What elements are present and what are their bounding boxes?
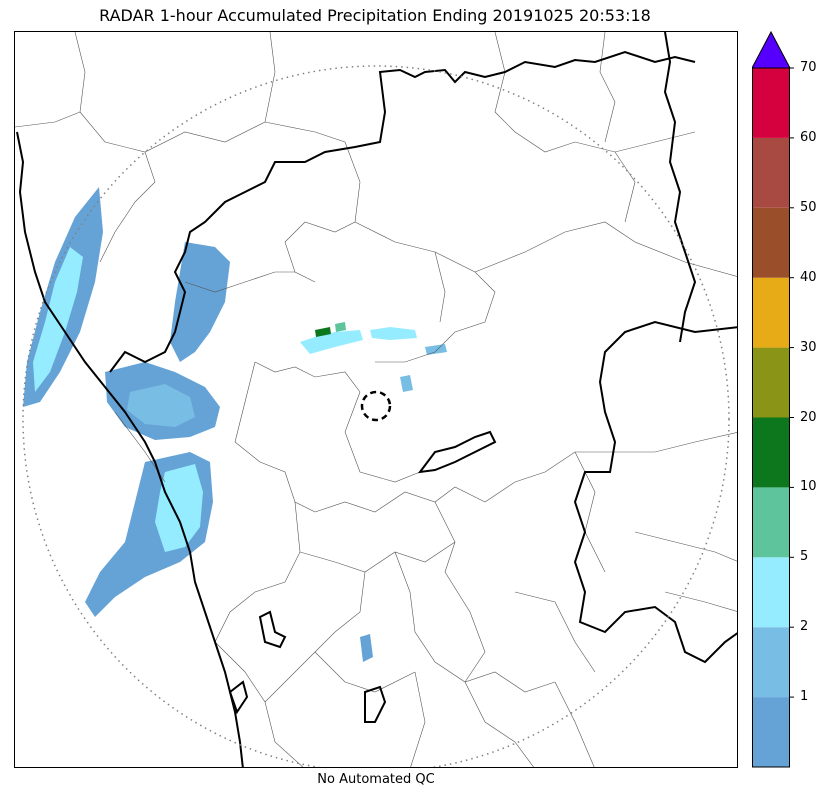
colorbar-frame (752, 67, 790, 768)
colorbar-tick-label: 50 (800, 199, 817, 215)
colorbar-tick-label: 5 (800, 549, 809, 565)
colorbar-bin-1-2 (752, 627, 790, 698)
colorbar-bin-30-40 (752, 277, 790, 348)
radar-range-ring (22, 65, 730, 767)
precip-area-west-strip-core (33, 247, 83, 392)
colorbar-tick-label: 20 (800, 409, 817, 425)
precip-streak-3 (425, 344, 447, 355)
colorbar-bin-20-30 (752, 347, 790, 418)
map-title: RADAR 1-hour Accumulated Precipitation E… (99, 6, 651, 25)
precip-area-north-band (170, 242, 230, 362)
colorbar-bin-40-50 (752, 207, 790, 278)
colorbar-bin-10-20 (752, 417, 790, 488)
radar-map (14, 31, 738, 768)
regional-boundaries (15, 32, 737, 767)
precip-streak-1 (300, 330, 363, 354)
precip-area-southwest-core (155, 464, 203, 552)
map-canvas (15, 32, 737, 767)
precipitation-colorbar: 1 2 5 10 20 30 40 50 60 70 (751, 30, 822, 770)
colorbar-canvas (751, 30, 794, 768)
colorbar-tick-label: 30 (800, 339, 817, 355)
qc-caption: No Automated QC (317, 772, 435, 787)
colorbar-tick-label: 70 (800, 60, 817, 75)
colorbar-bin-5-10 (752, 487, 790, 558)
colorbar-bin-50-60 (752, 137, 790, 208)
precip-area-central-west-core (127, 384, 195, 427)
precip-streak-2 (370, 327, 417, 340)
precipitation-areas (23, 187, 447, 662)
colorbar-bin-0-1 (752, 697, 790, 767)
radar-site-marker (360, 390, 392, 422)
colorbar-bin-60-70 (752, 68, 790, 138)
colorbar-bin-2-5 (752, 557, 790, 628)
colorbar-tick-label: 40 (800, 269, 817, 285)
colorbar-tick-label: 1 (800, 689, 809, 705)
precip-streak-moderate (335, 322, 346, 332)
precip-cell-east (400, 375, 413, 392)
colorbar-tick-label: 2 (800, 619, 809, 635)
colorbar-tick-label: 10 (800, 479, 817, 495)
precip-streak-heavy (315, 327, 331, 337)
precip-cell-small (360, 634, 373, 662)
colorbar-overflow-arrow (751, 30, 791, 69)
state-boundaries (16, 32, 737, 767)
colorbar-tick-label: 60 (800, 129, 817, 145)
